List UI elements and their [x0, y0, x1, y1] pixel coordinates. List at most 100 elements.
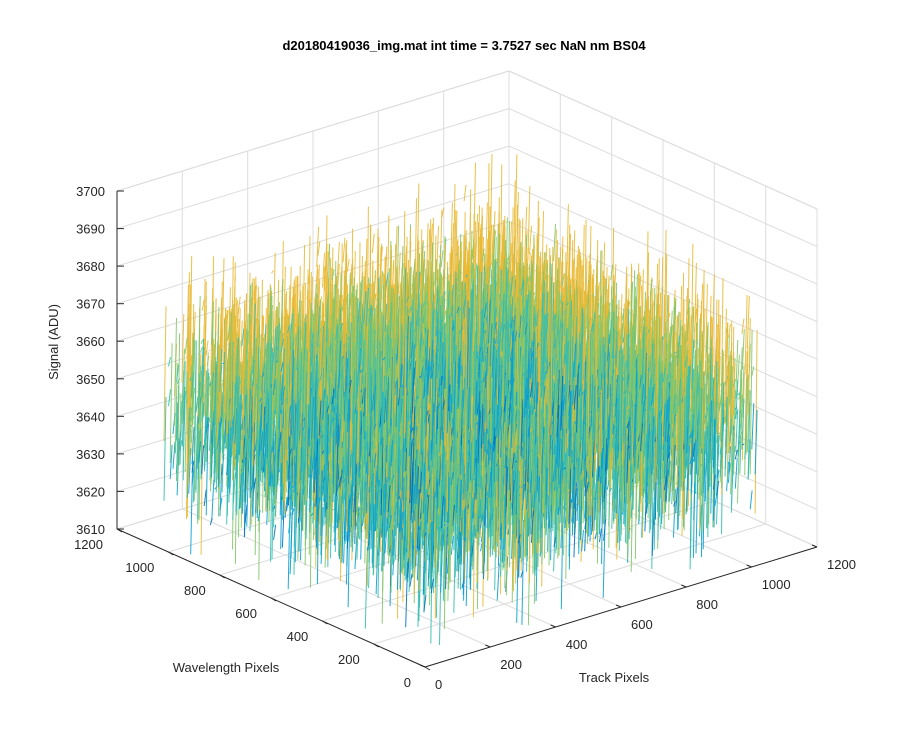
surface-spike [213, 393, 217, 426]
surface-spike [198, 441, 202, 464]
surface-spike [364, 546, 368, 629]
surface-spike [201, 299, 205, 311]
surface-spike [181, 314, 185, 383]
surface-spike [320, 506, 324, 564]
surface-spike [191, 460, 195, 473]
surface-spike [221, 431, 225, 493]
surface-spike [205, 352, 209, 418]
surface-spike [197, 295, 201, 398]
surface-spike [201, 338, 205, 375]
surface-spike [192, 339, 196, 425]
surface-spike [168, 356, 171, 367]
surface-spike [163, 306, 167, 442]
surface-spike [239, 404, 242, 455]
plot-title: d20180419036_img.mat int time = 3.7527 s… [282, 38, 646, 53]
surface-spike [195, 416, 199, 493]
surface-spike [193, 340, 197, 454]
surface-spike [396, 523, 400, 590]
surface-spike [205, 416, 209, 434]
surface-spike [221, 257, 225, 362]
back-top-edge [116, 70, 510, 192]
surface-spike [205, 423, 209, 516]
surface-spike [190, 456, 194, 555]
surface-spike [191, 372, 194, 397]
surface-spike [201, 402, 205, 422]
back-wall-grid-z [116, 145, 510, 267]
surface-spike [181, 348, 185, 424]
surface-spike [200, 339, 204, 344]
surface-spike [203, 489, 207, 507]
surface-spike [409, 574, 413, 587]
surface-spike [189, 255, 193, 432]
surface-spike [300, 488, 303, 561]
back-wall-grid-z [116, 220, 510, 342]
surface-spike [339, 490, 343, 546]
surface-spike [405, 561, 409, 628]
surface-spike [198, 366, 202, 454]
side-wall-grid-z [508, 258, 818, 398]
surface-spike [188, 284, 192, 484]
surface-spike [169, 343, 173, 464]
side-wall-grid-z [508, 220, 818, 360]
surface-spike [209, 518, 213, 526]
surface-spike [183, 390, 186, 451]
surface-spike [169, 444, 173, 480]
surface-spike [211, 479, 215, 521]
surface-spike [423, 595, 427, 612]
surface-spike [496, 563, 500, 601]
surface-spike [207, 382, 210, 416]
surface-spike [207, 376, 210, 405]
surface-layer [163, 153, 758, 645]
surface-spike [184, 337, 188, 355]
surface-spike [409, 531, 413, 580]
surface-spike [216, 344, 220, 449]
surface-spike [244, 504, 248, 524]
surface-spike [249, 452, 253, 532]
surface-spike [200, 346, 203, 353]
surface-spike [430, 578, 434, 594]
surface-spike [187, 345, 190, 426]
floor-grid-y [373, 523, 766, 645]
surface-spike [201, 445, 205, 475]
side-top-edge [508, 70, 818, 210]
surface-spike [290, 490, 294, 558]
surface-spike [211, 408, 214, 478]
side-wall-grid-z [508, 108, 818, 248]
surface-spike [273, 524, 277, 540]
surface-spike [201, 347, 205, 398]
surface-spike [163, 396, 167, 501]
surface-spike [219, 463, 223, 517]
surface-spike [172, 441, 176, 469]
surface-spike [181, 386, 185, 447]
surface-spike [205, 340, 209, 356]
side-wall-grid-z [508, 145, 818, 285]
surface-spike [179, 401, 183, 465]
surface-spike [238, 473, 242, 510]
surface-spike [186, 407, 190, 499]
surface-spike [184, 371, 188, 473]
surface-spike [239, 423, 242, 489]
side-wall-grid-z [508, 183, 818, 323]
back-wall-grid-z [116, 108, 510, 230]
surface-spike [271, 270, 274, 274]
surface-spike [214, 486, 217, 490]
surface-spike [246, 459, 250, 527]
surface-spike [174, 317, 177, 426]
surface-spike [243, 442, 247, 538]
surface-spike [256, 462, 260, 519]
surface-spike [177, 333, 181, 483]
surface-spike [195, 396, 199, 413]
surface-spike [178, 393, 182, 466]
surface-spike [192, 387, 196, 397]
surface-spike [189, 365, 193, 462]
back-wall-grid-z [116, 183, 510, 305]
surface-spike [176, 364, 180, 382]
surface-spike [197, 381, 201, 409]
surface-spike [272, 505, 276, 510]
surface-spike [454, 533, 458, 578]
surface-spike [222, 362, 225, 365]
surface-spike [198, 390, 202, 521]
surface-spike [284, 496, 288, 518]
